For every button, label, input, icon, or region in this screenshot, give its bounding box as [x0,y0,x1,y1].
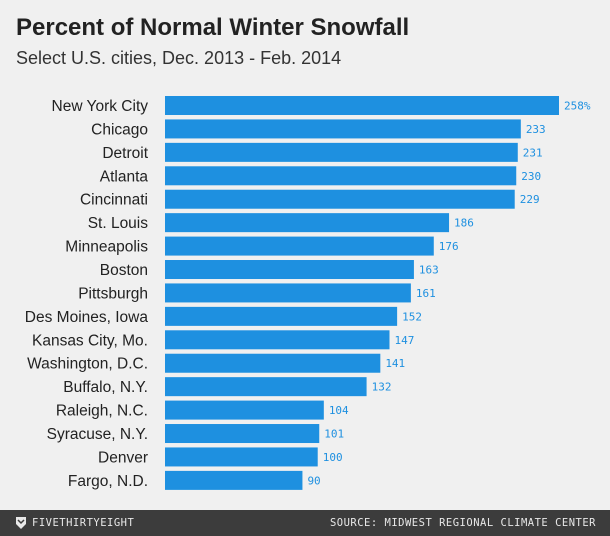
bar [165,119,521,139]
bar [165,260,414,280]
bar [165,470,303,490]
bar [165,330,390,350]
category-label: Buffalo, N.Y. [63,379,148,396]
footer-bar: FIVETHIRTYEIGHT SOURCE: MIDWEST REGIONAL… [0,510,610,536]
value-label: 176 [439,240,459,253]
category-label: Fargo, N.D. [68,473,148,490]
value-label: 132 [372,381,392,394]
bar-chart: New York City 258% Chicago 233 Detroit 231 Atl… [25,96,591,490]
bar [165,283,411,303]
category-label: Kansas City, Mo. [32,332,148,349]
category-label: Raleigh, N.C. [56,403,148,420]
bar [165,189,515,209]
category-label: Minneapolis [65,239,148,256]
category-label: Des Moines, Iowa [25,309,149,326]
chart-title: Percent of Normal Winter Snowfall [16,14,410,41]
value-label: 231 [523,146,543,159]
bar [165,166,517,186]
category-label: Syracuse, N.Y. [47,426,148,443]
value-label: 90 [307,474,320,487]
source-note: SOURCE: MIDWEST REGIONAL CLIMATE CENTER [329,517,596,529]
value-label: 101 [324,428,344,441]
category-label: Cincinnati [80,192,148,209]
value-label: 233 [526,123,546,136]
value-label: 152 [402,310,422,323]
value-label: 163 [419,264,439,277]
value-label: 229 [520,193,540,206]
value-label: 186 [454,217,474,230]
bar [165,236,434,256]
brand: FIVETHIRTYEIGHT [16,517,134,529]
value-label: 141 [385,357,405,370]
value-label: 100 [323,451,343,464]
category-label: St. Louis [88,215,149,232]
brand-name: FIVETHIRTYEIGHT [32,517,135,529]
chart-subtitle: Select U.S. cities, Dec. 2013 - Feb. 201… [16,48,342,68]
category-label: Denver [98,449,148,466]
bar [165,96,559,115]
category-label: Boston [100,262,148,279]
fivethirtyeight-logo-icon [16,517,26,529]
bar [165,447,318,467]
category-label: Atlanta [100,168,149,185]
category-label: New York City [52,98,149,115]
bar [165,400,324,420]
value-label: 104 [329,404,349,417]
value-label: 161 [416,287,436,300]
bar [165,424,320,444]
bar [165,306,398,326]
bar [165,377,367,397]
value-label: 147 [394,334,414,347]
bar [165,353,381,373]
bar [165,142,518,162]
category-label: Chicago [91,121,148,138]
category-label: Detroit [102,145,148,162]
value-label: 230 [521,170,541,183]
category-label: Pittsburgh [78,285,148,302]
value-label: 258% [564,100,591,113]
bar [165,213,450,233]
category-label: Washington, D.C. [27,356,148,373]
